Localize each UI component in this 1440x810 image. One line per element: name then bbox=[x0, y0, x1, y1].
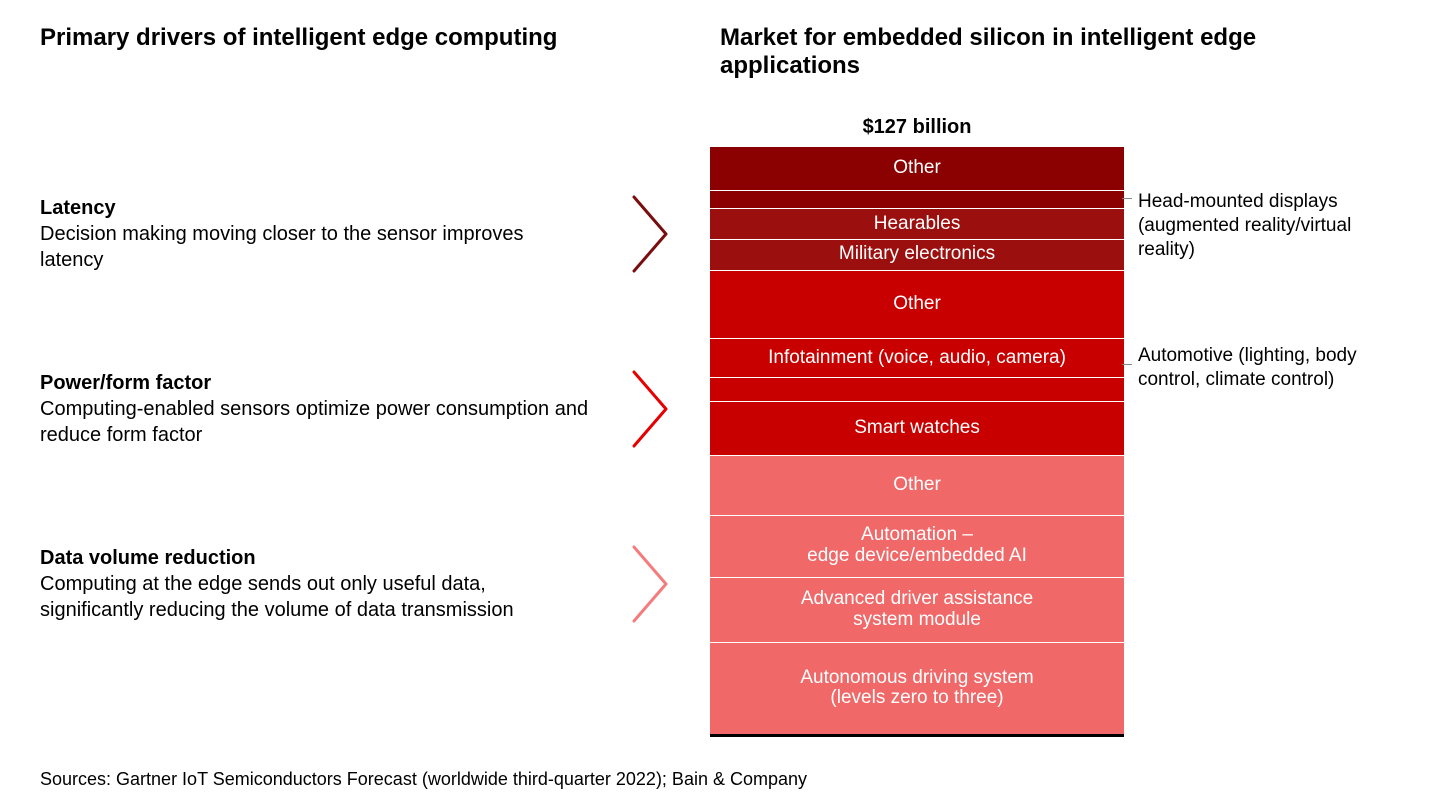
segment-label: Other bbox=[893, 475, 941, 496]
right-title: Market for embedded silicon in intellige… bbox=[720, 24, 1400, 80]
segment-label: Military electronics bbox=[839, 244, 995, 265]
segment-label: Automation –edge device/embedded AI bbox=[807, 525, 1027, 567]
driver-item: Power/form factorComputing-enabled senso… bbox=[40, 370, 592, 448]
bar-segment: Other bbox=[710, 271, 1124, 339]
annotation-leader-line bbox=[1122, 364, 1132, 365]
bar-segment: Military electronics bbox=[710, 240, 1124, 271]
segment-label: Advanced driver assistancesystem module bbox=[801, 589, 1033, 631]
chevron-right-icon bbox=[592, 369, 710, 449]
bar-segment: Autonomous driving system(levels zero to… bbox=[710, 643, 1124, 734]
segment-label: Other bbox=[893, 158, 941, 179]
bar-segment: Infotainment (voice, audio, camera) bbox=[710, 339, 1124, 378]
segment-label: Autonomous driving system(levels zero to… bbox=[800, 668, 1033, 710]
sources-text: Sources: Gartner IoT Semiconductors Fore… bbox=[40, 769, 1400, 790]
driver-title: Latency bbox=[40, 195, 592, 221]
driver-desc: Computing at the edge sends out only use… bbox=[40, 573, 514, 621]
driver-item: Data volume reductionComputing at the ed… bbox=[40, 545, 592, 623]
segment-label: Hearables bbox=[874, 214, 961, 235]
bar-segment bbox=[710, 191, 1124, 209]
chart-column: $127 billion Other Hearables Military elec… bbox=[710, 116, 1124, 751]
annotation-label: Automotive (lighting, body control, clim… bbox=[1138, 344, 1400, 392]
infographic-container: Primary drivers of intelligent edge comp… bbox=[40, 24, 1400, 790]
arrows-column bbox=[592, 116, 710, 751]
segment-label: Other bbox=[893, 294, 941, 315]
chart-total-label: $127 billion bbox=[710, 116, 1124, 139]
driver-title: Data volume reduction bbox=[40, 545, 592, 571]
drivers-column: LatencyDecision making moving closer to … bbox=[40, 116, 592, 751]
left-title: Primary drivers of intelligent edge comp… bbox=[40, 24, 720, 80]
bar-segment: Advanced driver assistancesystem module bbox=[710, 578, 1124, 643]
driver-item: LatencyDecision making moving closer to … bbox=[40, 195, 592, 273]
bar-segment: Smart watches bbox=[710, 402, 1124, 456]
driver-desc: Computing-enabled sensors optimize power… bbox=[40, 398, 588, 446]
bar-segment: Other bbox=[710, 147, 1124, 191]
driver-desc: Decision making moving closer to the sen… bbox=[40, 223, 524, 271]
bar-segment: Hearables bbox=[710, 209, 1124, 239]
headings-row: Primary drivers of intelligent edge comp… bbox=[40, 24, 1400, 80]
bar-segment bbox=[710, 378, 1124, 402]
chevron-right-icon bbox=[592, 194, 710, 274]
segment-label: Infotainment (voice, audio, camera) bbox=[768, 348, 1066, 369]
bar-segment: Other bbox=[710, 456, 1124, 515]
stacked-bar: Other Hearables Military electronics Other I… bbox=[710, 147, 1124, 737]
segment-label: Smart watches bbox=[854, 418, 980, 439]
bar-segment: Automation –edge device/embedded AI bbox=[710, 516, 1124, 578]
annotation-leader-line bbox=[1122, 198, 1132, 199]
chevron-right-icon bbox=[592, 544, 710, 624]
main-row: LatencyDecision making moving closer to … bbox=[40, 116, 1400, 751]
annotation-label: Head-mounted displays (augmented reality… bbox=[1138, 190, 1400, 261]
annotations-column: Head-mounted displays (augmented reality… bbox=[1124, 116, 1400, 751]
driver-title: Power/form factor bbox=[40, 370, 592, 396]
